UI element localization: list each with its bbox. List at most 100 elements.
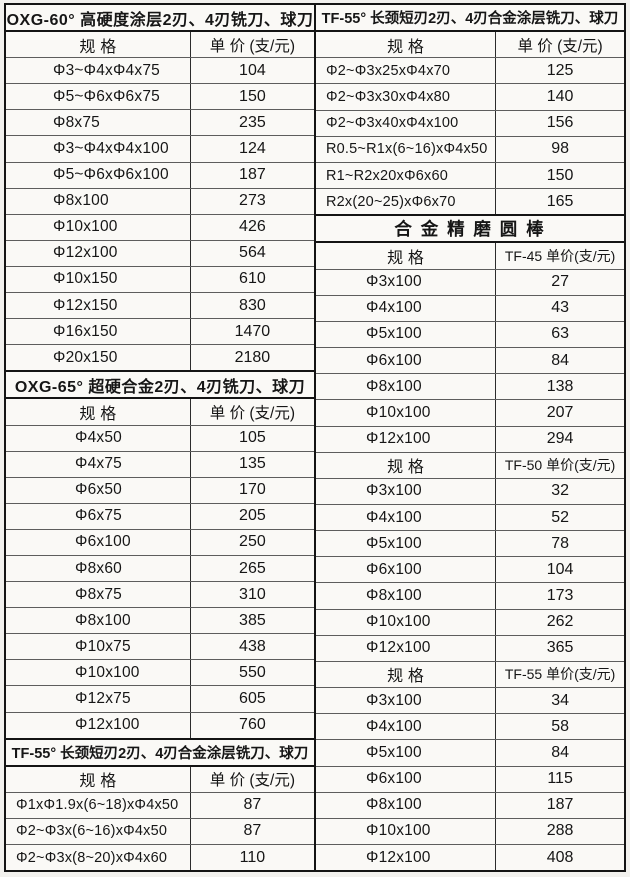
spec-header-cell: 规 格 [6,32,191,58]
spec-cell: Φ8x75 [6,110,191,136]
spec-cell: Φ12x150 [6,293,191,319]
spec-cell: Φ8x100 [6,608,191,634]
column-header-row: 规 格单 价 (支/元) [6,32,314,58]
spec-cell: Φ5~Φ6xΦ6x75 [6,84,191,110]
price-cell: 104 [239,61,266,79]
table-row: Φ5x100 84 [316,739,624,766]
table-row: Φ8x100 173 [316,582,624,609]
spec-cell: Φ6x100 [316,348,497,374]
spec-cell: Φ4x100 [316,504,497,531]
price-cell: 830 [239,296,266,314]
table-row: Φ12x100 408 [316,844,624,871]
price-cell: 610 [239,270,266,288]
table-row: Φ6x50 170 [6,476,314,503]
table-row: Φ10x75 438 [6,633,314,660]
table-row: Φ2~Φ3x25xΦ4x70 125 [316,57,624,84]
spec-cell: Φ2~Φ3x25xΦ4x70 [316,58,497,84]
price-header-cell: TF-55 单价(支/元) [504,666,616,683]
table-row: Φ8x100 187 [316,791,624,818]
spec-cell: Φ3~Φ4xΦ4x100 [6,136,191,162]
table-row: Φ4x50 105 [6,424,314,451]
table-row: Φ3~Φ4xΦ4x100 124 [6,135,314,162]
column-header-row: 规 格单 价 (支/元) [6,399,314,425]
spec-cell: Φ10x150 [6,266,191,293]
table-row: Φ12x100 760 [6,711,314,738]
price-cell: 605 [239,689,266,707]
spec-cell: R0.5~R1x(6~16)xΦ4x50 [316,136,497,162]
table-row: Φ8x60 265 [6,554,314,582]
spec-cell: Φ10x100 [316,818,497,844]
price-cell: 115 [547,770,573,788]
table-row: Φ10x100 262 [316,608,624,635]
spec-cell: Φ12x100 [6,712,191,738]
left-column: OXG-60° 高硬度涂层2刃、4刃铣刀、球刀规 格单 价 (支/元) Φ3~Φ4… [6,5,314,871]
price-cell: 98 [551,140,569,158]
spec-cell: Φ5x100 [316,321,497,348]
spec-cell: Φ4x100 [316,295,497,321]
table-row: Φ8x100 273 [6,187,314,214]
price-header-cell: 单 价 (支/元) [517,37,603,55]
spec-cell: Φ3x100 [316,688,497,714]
price-cell: 310 [239,585,266,603]
price-cell: 58 [551,717,569,735]
column-header-row: 规 格单 价 (支/元) [316,32,624,58]
price-cell: 78 [551,534,569,552]
price-cell: 150 [239,87,266,105]
spec-cell: Φ6x100 [316,766,497,792]
column-header-row: 规 格单 价 (支/元) [6,766,314,792]
spec-header-cell: 规 格 [316,661,497,688]
spec-cell: Φ4x100 [316,714,497,740]
table-row: Φ4x100 43 [316,294,624,321]
column-header-row: 规 格 TF-55 单价(支/元) [316,660,624,688]
spec-cell: Φ8x100 [316,792,497,818]
price-header-cell: TF-50 单价(支/元) [504,457,616,474]
price-cell: 235 [239,113,266,131]
table-row: Φ8x100 385 [6,607,314,634]
spec-cell: Φ16x150 [6,319,191,345]
spec-cell: Φ6x100 [6,529,191,555]
price-cell: 187 [546,796,574,814]
price-header-cell: 单 价 (支/元) [209,404,296,422]
price-cell: 273 [239,192,266,210]
table-row: Φ10x100 207 [316,399,624,426]
spec-cell: Φ3~Φ4xΦ4x75 [6,58,191,84]
table-title: 合 金 精 磨 圆 棒 [316,214,624,244]
price-header-cell: 单 价 (支/元) [209,772,296,790]
spec-cell: Φ2~Φ3x40xΦ4x100 [316,110,497,136]
spec-cell: Φ12x100 [316,845,497,871]
price-cell: 187 [239,166,266,184]
price-cell: 84 [551,743,569,761]
table-row: Φ10x150 610 [6,265,314,293]
table-row: Φ20x150 2180 [6,344,314,371]
table-row: Φ10x100 550 [6,659,314,686]
table-row: Φ2~Φ3x(6~16)xΦ4x50 87 [6,817,314,844]
table-row: Φ1xΦ1.9x(6~18)xΦ4x50 87 [6,791,314,818]
table-row: Φ16x150 1470 [6,318,314,345]
table-row: R1~R2x20xΦ6x60 150 [316,161,624,189]
spec-cell: R1~R2x20xΦ6x60 [316,162,497,189]
spec-cell: Φ8x100 [316,374,497,400]
table-row: Φ2~Φ3x30xΦ4x80 140 [316,83,624,110]
table-row: Φ12x75 605 [6,685,314,712]
price-cell: 250 [239,533,266,551]
price-cell: 262 [546,613,574,631]
spec-cell: Φ3x100 [316,478,497,504]
spec-cell: Φ8x75 [6,582,191,608]
table-row: Φ8x75 235 [6,109,314,136]
price-cell: 385 [239,611,266,629]
price-sheet: OXG-60° 高硬度涂层2刃、4刃铣刀、球刀规 格单 价 (支/元) Φ3~Φ4… [4,3,626,872]
table-row: Φ5~Φ6xΦ6x100 187 [6,161,314,188]
price-cell: 125 [546,61,574,79]
table-row: R0.5~R1x(6~16)xΦ4x50 98 [316,135,624,162]
spec-cell: Φ4x75 [6,451,191,477]
table-row: Φ6x100 84 [316,347,624,374]
spec-cell: Φ20x150 [6,345,191,371]
table-row: Φ10x100 288 [316,817,624,844]
price-cell: 87 [243,796,262,814]
table-row: Φ4x100 52 [316,503,624,531]
price-cell: 104 [546,560,574,578]
spec-cell: Φ1xΦ1.9x(6~18)xΦ4x50 [6,792,191,818]
spec-cell: Φ5x100 [316,531,497,557]
column-header-row: 规 格 TF-50 单价(支/元) [316,451,624,478]
table-title: TF-55° 长颈短刃2刃、4刃合金涂层铣刀、球刀 [316,5,624,33]
